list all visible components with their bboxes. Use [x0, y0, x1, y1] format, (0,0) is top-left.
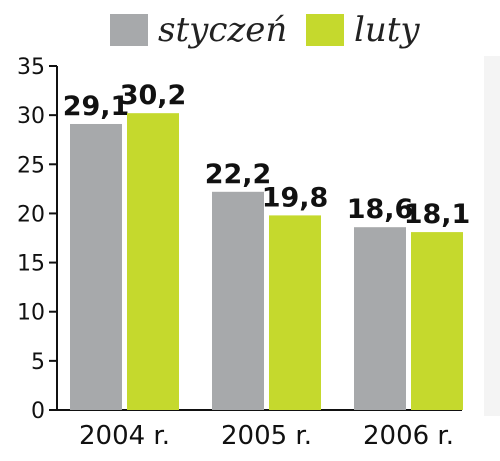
y-axis: 0 5 10 15 20 25 30 35 — [17, 55, 462, 424]
legend: styczeń luty — [110, 10, 420, 50]
legend-swatch-0 — [110, 14, 148, 46]
legend-label-1: luty — [354, 10, 420, 50]
data-label-0-1: 22,2 — [205, 159, 272, 190]
legend-swatch-1 — [306, 14, 344, 46]
category-labels: 2004 r. 2005 r. 2006 r. — [79, 421, 454, 451]
data-label-0-0: 29,1 — [63, 91, 130, 122]
bar-0-0 — [70, 123, 122, 410]
category-label-0: 2004 r. — [79, 421, 170, 451]
data-label-0-2: 18,6 — [347, 194, 414, 225]
bars: 29,130,2 22,219,8 18,618,1 — [63, 80, 471, 411]
y-tick-label-2: 10 — [17, 301, 45, 326]
data-label-1-1: 19,8 — [262, 182, 329, 213]
y-tick-label-6: 30 — [17, 104, 45, 129]
category-label-1: 2005 r. — [221, 421, 312, 451]
y-tick-label-7: 35 — [17, 55, 45, 80]
bar-0-1 — [212, 191, 264, 410]
y-tick-label-5: 25 — [17, 153, 45, 178]
legend-label-0: styczeń — [158, 10, 287, 50]
category-label-2: 2006 r. — [363, 421, 454, 451]
bar-1-0 — [127, 113, 179, 411]
data-label-1-0: 30,2 — [120, 80, 187, 111]
bar-0-2 — [354, 227, 406, 410]
y-tick-label-0: 0 — [31, 399, 45, 424]
y-tick-label-4: 20 — [17, 202, 45, 227]
y-tick-label-1: 5 — [31, 350, 45, 375]
data-label-1-2: 18,1 — [404, 199, 471, 230]
page-edge-strip — [484, 56, 500, 416]
bar-1-1 — [269, 215, 321, 410]
y-tick-label-3: 15 — [17, 252, 45, 277]
bar-1-2 — [411, 232, 463, 410]
